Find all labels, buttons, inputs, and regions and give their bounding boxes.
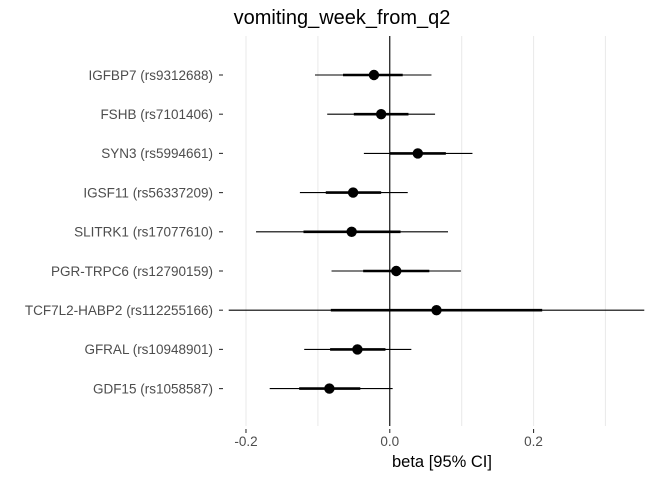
x-axis-title: beta [95% CI] <box>392 453 492 471</box>
point-estimate <box>431 305 442 316</box>
y-tick-label: GDF15 (rs1058587) <box>93 381 213 396</box>
point-estimate <box>347 187 359 198</box>
x-tick-label: -0.2 <box>234 434 257 449</box>
x-tick-label: 0.2 <box>524 434 543 449</box>
y-tick-label: IGFBP7 (rs9312688) <box>88 68 213 83</box>
x-axis: -0.2 0.0 0.2 <box>234 429 543 449</box>
point-estimate <box>391 265 402 277</box>
y-tick-label: TCF7L2-HABP2 (rs112255166) <box>25 303 213 318</box>
point-estimate <box>368 69 380 81</box>
y-tick-label: PGR-TRPC6 (rs12790159) <box>51 264 213 279</box>
grid-lines <box>245 36 607 426</box>
y-axis-labels: IGFBP7 (rs9312688) FSHB (rs7101406) SYN3 (… <box>25 68 223 396</box>
y-tick-label: GFRAL (rs10948901) <box>84 342 213 357</box>
point-estimate <box>412 148 424 159</box>
estimate-rows <box>228 69 645 394</box>
chart-title: vomiting_week_from_q2 <box>234 7 451 29</box>
y-tick-label: SYN3 (rs5994661) <box>101 146 213 161</box>
point-estimate <box>346 226 357 237</box>
y-tick-label: FSHB (rs7101406) <box>100 107 213 122</box>
x-tick-label: 0.0 <box>380 434 399 449</box>
point-estimate <box>324 383 335 394</box>
point-estimate <box>375 109 387 120</box>
y-tick-label: SLITRK1 (rs17077610) <box>74 225 213 240</box>
y-tick-label: IGSF11 (rs56337209) <box>83 185 213 200</box>
point-estimate <box>352 344 363 355</box>
